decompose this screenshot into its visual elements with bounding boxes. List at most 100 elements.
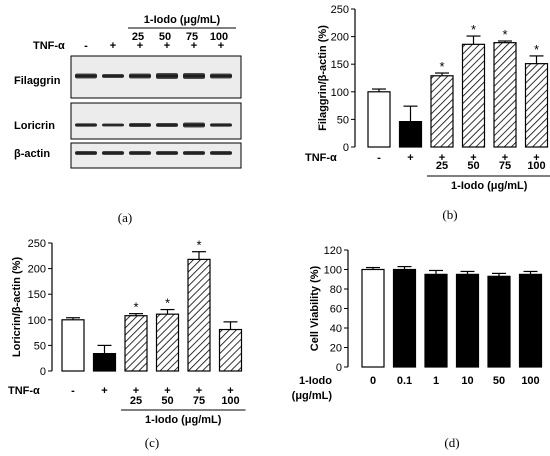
y-tick-label: 0 — [343, 142, 349, 154]
tnf-sign: + — [439, 152, 445, 164]
bar — [487, 275, 511, 368]
dose-group-label: 1-Iodo (μg/mL) — [451, 180, 528, 192]
significance-star: * — [133, 300, 138, 315]
bar — [461, 43, 486, 148]
blot-band — [75, 123, 97, 127]
x-tick-label: 10 — [461, 375, 473, 387]
tnf-sign: - — [71, 385, 75, 397]
dose-label: 75 — [499, 160, 511, 172]
tnf-sign: + — [502, 152, 508, 164]
tnf-sign: + — [101, 385, 107, 397]
bar — [455, 273, 480, 368]
bar — [92, 352, 117, 372]
blot-band — [102, 74, 124, 78]
x-tick-label: 50 — [493, 375, 505, 387]
blot-band — [75, 73, 97, 79]
blot-band — [102, 123, 124, 127]
x-tick-label: 0.1 — [397, 375, 412, 387]
y-tick-label: 0 — [40, 366, 46, 378]
y-tick-label: 150 — [331, 59, 349, 71]
y-tick-label: 100 — [331, 87, 349, 99]
bar — [61, 319, 85, 372]
tnf-sign: + — [470, 152, 476, 164]
y-tick-label: 40 — [330, 323, 342, 335]
x-axis-label: 1-Iodo — [299, 375, 332, 387]
bar — [518, 273, 543, 368]
tnf-sign: + — [133, 385, 139, 397]
blot-dose-label: 100 — [210, 31, 228, 43]
x-tick-label: 0 — [370, 375, 376, 387]
y-tick-label: 150 — [28, 289, 46, 301]
dose-label: 25 — [130, 395, 142, 407]
blot-tnf-sign: + — [191, 40, 197, 52]
bar — [155, 313, 180, 372]
dose-label: 100 — [527, 160, 545, 172]
blot-band — [129, 151, 151, 155]
loricrin-chart: 0 50 100 150 200 250 Loricrin/β-actin (%) * * * TN… — [8, 238, 246, 450]
x-tick-label: 100 — [521, 375, 539, 387]
tnf-sign: - — [377, 152, 381, 164]
caption-d: (d) — [444, 435, 459, 450]
y-axis-label: Cell Viability (%) — [309, 265, 321, 351]
blot-band — [210, 73, 232, 79]
y-tick-label: 80 — [330, 284, 342, 296]
y-tick-label: 60 — [330, 304, 342, 316]
y-tick-label: 50 — [337, 114, 349, 126]
bar — [361, 268, 385, 368]
bar — [187, 258, 211, 372]
significance-star: * — [534, 42, 539, 57]
caption-c: (c) — [145, 435, 159, 450]
bar — [430, 75, 454, 148]
blot-band — [102, 151, 124, 155]
blot-band — [156, 151, 178, 155]
significance-star: * — [165, 296, 170, 311]
blot-tnf-sign: - — [84, 40, 88, 52]
blot-membrane-loricrin — [70, 102, 242, 140]
blot-membrane-actin — [70, 142, 242, 169]
blot-row-label: β-actin — [14, 148, 50, 160]
blot-panel: 1-Iodo (μg/mL) TNF-α 25 50 75 100 - + + … — [14, 14, 242, 225]
blot-dose-label: 75 — [186, 31, 198, 43]
tnf-sign: + — [533, 152, 539, 164]
y-tick-label: 100 — [324, 265, 342, 277]
y-tick-label: 100 — [28, 315, 46, 327]
x-tick-label: 1 — [433, 375, 439, 387]
y-axis-label: Filaggrin/β-actin (%) — [317, 25, 329, 131]
blot-band — [129, 123, 151, 127]
caption-b: (b) — [442, 207, 457, 222]
tnf-sign: + — [227, 385, 233, 397]
blot-tnf-label: TNF-α — [33, 40, 65, 52]
dose-label: 50 — [467, 160, 479, 172]
blot-tnf-sign: + — [218, 40, 224, 52]
y-axis-label: Loricrin/β-actin (%) — [11, 257, 23, 358]
dose-label: 75 — [193, 395, 205, 407]
blot-tnf-sign: + — [110, 40, 116, 52]
blot-tnf-sign: + — [137, 40, 143, 52]
significance-star: * — [196, 238, 201, 253]
bar — [124, 315, 148, 372]
y-tick-label: 20 — [330, 343, 342, 355]
bar — [493, 42, 517, 148]
blot-band — [210, 151, 232, 155]
dose-label: 100 — [221, 395, 239, 407]
blot-dose-label: 50 — [159, 31, 171, 43]
bar — [524, 63, 549, 148]
blot-band — [183, 122, 205, 128]
tnf-label: TNF-α — [8, 385, 40, 397]
blot-band — [156, 123, 178, 127]
blot-band — [129, 73, 151, 79]
y-tick-label: 0 — [336, 362, 342, 374]
blot-row-label: Loricrin — [14, 120, 55, 132]
dose-group-label: 1-Iodo (μg/mL) — [145, 414, 222, 426]
blot-band — [75, 151, 97, 155]
blot-tnf-sign: + — [164, 40, 170, 52]
tnf-sign: + — [407, 152, 413, 164]
bar — [367, 91, 391, 148]
tnf-sign: + — [164, 385, 170, 397]
bar — [392, 268, 417, 368]
y-tick-label: 50 — [34, 340, 46, 352]
blot-band — [183, 151, 205, 155]
